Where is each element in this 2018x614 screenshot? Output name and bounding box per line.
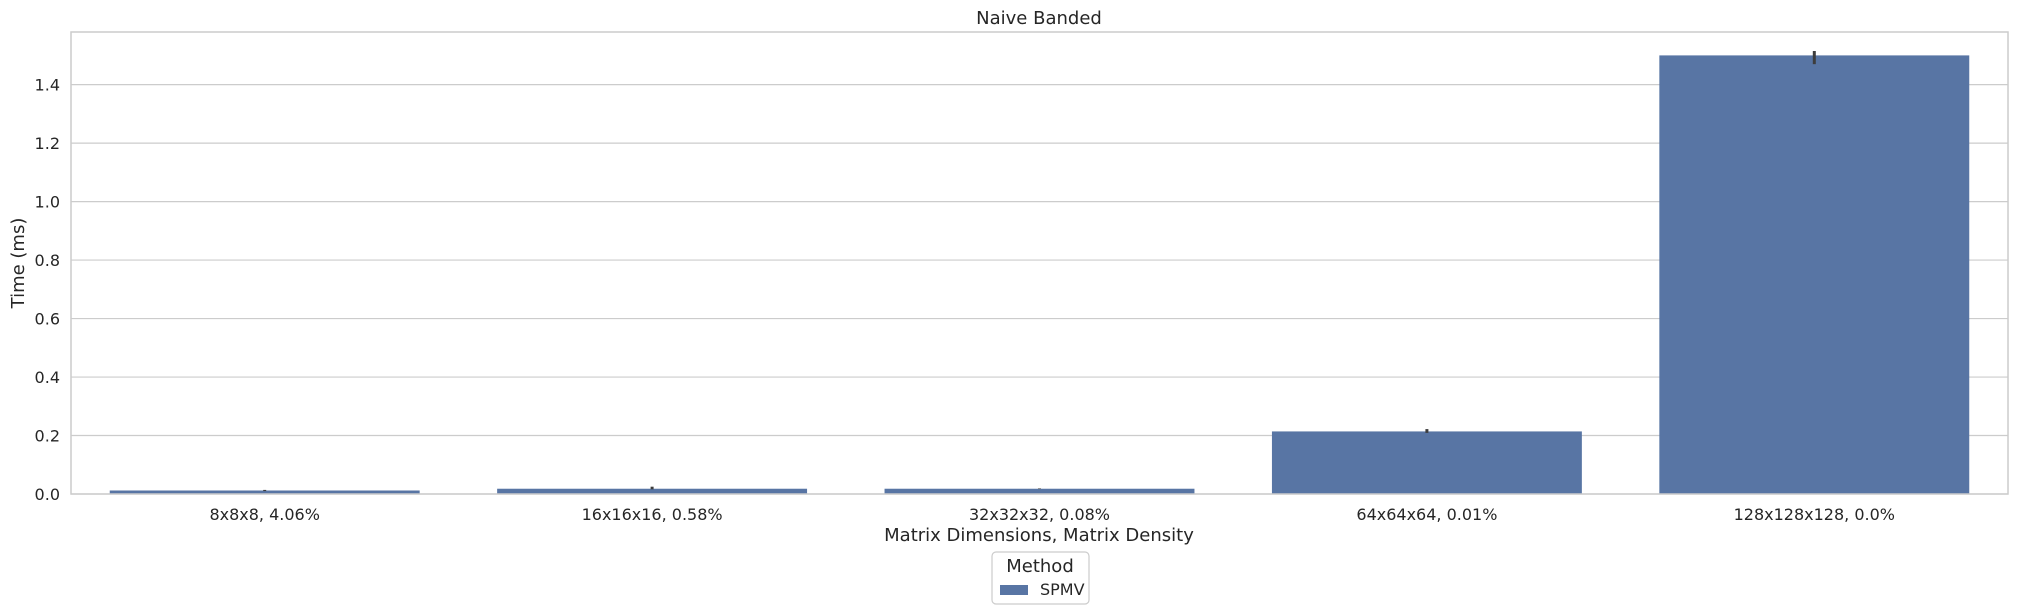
bars bbox=[109, 55, 1970, 495]
y-tick-label: 0.8 bbox=[35, 251, 60, 270]
x-tick-label: 32x32x32, 0.08% bbox=[969, 505, 1110, 524]
y-tick-labels: 0.0 0.2 0.4 0.6 0.8 1.0 1.2 1.4 bbox=[35, 76, 60, 504]
bar bbox=[109, 490, 420, 494]
bar bbox=[1271, 431, 1582, 494]
y-axis-label: Time (ms) bbox=[8, 218, 29, 310]
y-tick-label: 0.4 bbox=[35, 368, 60, 387]
y-tick-label: 0.6 bbox=[35, 310, 60, 329]
legend: Method SPMV bbox=[991, 551, 1090, 605]
legend-swatch bbox=[1000, 585, 1028, 595]
y-tick-label: 1.2 bbox=[35, 134, 60, 153]
bar bbox=[497, 488, 808, 494]
bar bbox=[884, 488, 1195, 494]
plot-frame bbox=[70, 31, 2009, 495]
error-bars bbox=[263, 51, 1816, 492]
chart-title: Naive Banded bbox=[976, 8, 1102, 29]
y-tick-label: 1.0 bbox=[35, 193, 60, 212]
bar bbox=[1659, 55, 1970, 495]
x-tick-label: 8x8x8, 4.06% bbox=[209, 505, 319, 524]
y-tick-label: 0.0 bbox=[35, 485, 60, 504]
y-tick-label: 0.2 bbox=[35, 427, 60, 446]
legend-title: Method bbox=[1006, 556, 1074, 577]
y-tick-label: 1.4 bbox=[35, 76, 60, 95]
x-tick-label: 16x16x16, 0.58% bbox=[582, 505, 723, 524]
legend-label: SPMV bbox=[1040, 580, 1085, 599]
x-axis-label: Matrix Dimensions, Matrix Density bbox=[884, 525, 1194, 546]
x-tick-label: 128x128x128, 0.0% bbox=[1734, 505, 1895, 524]
grid-lines bbox=[71, 84, 2008, 495]
x-tick-label: 64x64x64, 0.01% bbox=[1356, 505, 1497, 524]
x-tick-labels: 8x8x8, 4.06% 16x16x16, 0.58% 32x32x32, 0.0… bbox=[209, 505, 1895, 524]
